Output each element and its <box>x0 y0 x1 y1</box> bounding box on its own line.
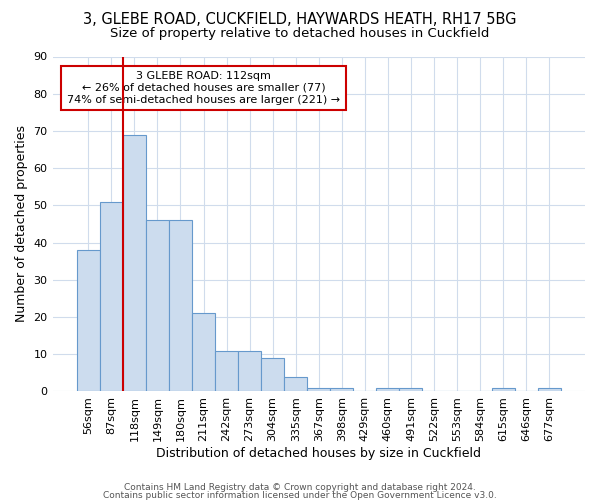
Text: 3, GLEBE ROAD, CUCKFIELD, HAYWARDS HEATH, RH17 5BG: 3, GLEBE ROAD, CUCKFIELD, HAYWARDS HEATH… <box>83 12 517 28</box>
Y-axis label: Number of detached properties: Number of detached properties <box>15 126 28 322</box>
Bar <box>376 388 400 392</box>
Text: Size of property relative to detached houses in Cuckfield: Size of property relative to detached ho… <box>110 28 490 40</box>
Text: Contains public sector information licensed under the Open Government Licence v3: Contains public sector information licen… <box>103 491 497 500</box>
Bar <box>284 376 307 392</box>
Bar <box>491 388 515 392</box>
Bar <box>100 202 123 392</box>
Bar <box>400 388 422 392</box>
X-axis label: Distribution of detached houses by size in Cuckfield: Distribution of detached houses by size … <box>156 447 481 460</box>
Bar <box>192 314 215 392</box>
Bar <box>146 220 169 392</box>
Text: 3 GLEBE ROAD: 112sqm
← 26% of detached houses are smaller (77)
74% of semi-detac: 3 GLEBE ROAD: 112sqm ← 26% of detached h… <box>67 72 340 104</box>
Bar <box>307 388 330 392</box>
Bar <box>77 250 100 392</box>
Bar <box>261 358 284 392</box>
Bar <box>215 350 238 392</box>
Text: Contains HM Land Registry data © Crown copyright and database right 2024.: Contains HM Land Registry data © Crown c… <box>124 484 476 492</box>
Bar <box>123 134 146 392</box>
Bar <box>238 350 261 392</box>
Bar <box>330 388 353 392</box>
Bar <box>169 220 192 392</box>
Bar <box>538 388 561 392</box>
